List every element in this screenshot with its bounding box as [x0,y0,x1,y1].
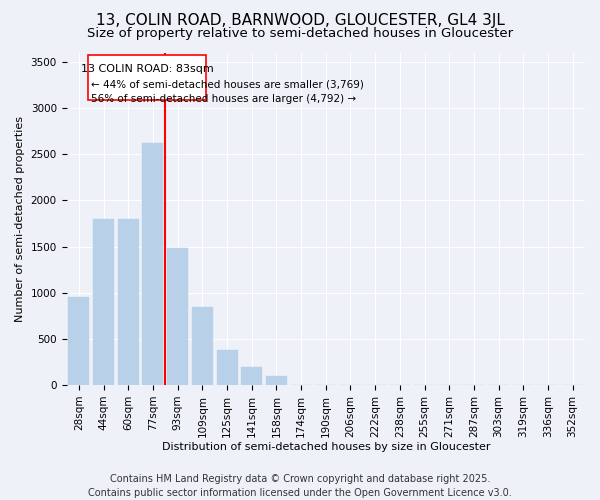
Bar [142,143,163,385]
X-axis label: Distribution of semi-detached houses by size in Gloucester: Distribution of semi-detached houses by … [161,442,490,452]
Text: Contains HM Land Registry data © Crown copyright and database right 2025.
Contai: Contains HM Land Registry data © Crown c… [88,474,512,498]
Text: ← 44% of semi-detached houses are smaller (3,769): ← 44% of semi-detached houses are smalle… [91,80,364,90]
FancyBboxPatch shape [88,55,206,100]
Text: 13 COLIN ROAD: 83sqm: 13 COLIN ROAD: 83sqm [81,64,214,74]
Text: Size of property relative to semi-detached houses in Gloucester: Size of property relative to semi-detach… [87,28,513,40]
Bar [118,219,139,385]
Bar [192,308,213,385]
Bar [241,367,262,385]
Bar [217,350,238,385]
Y-axis label: Number of semi-detached properties: Number of semi-detached properties [15,116,25,322]
Text: 56% of semi-detached houses are larger (4,792) →: 56% of semi-detached houses are larger (… [91,94,356,104]
Bar [68,298,89,385]
Bar [93,219,114,385]
Bar [167,248,188,385]
Text: 13, COLIN ROAD, BARNWOOD, GLOUCESTER, GL4 3JL: 13, COLIN ROAD, BARNWOOD, GLOUCESTER, GL… [95,12,505,28]
Bar [266,376,287,385]
